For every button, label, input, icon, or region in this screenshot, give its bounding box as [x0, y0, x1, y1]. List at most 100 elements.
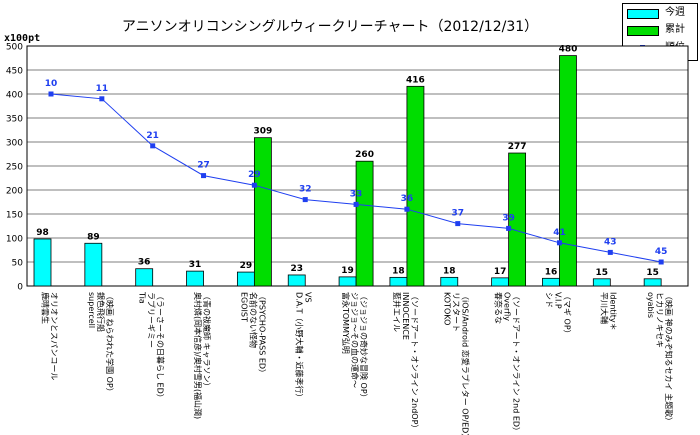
- x-category-label: oyabis ヒカリノキセキ （映画 神のみぞ知るセカイ 主題歌）: [646, 292, 674, 425]
- legend-swatch-this-week: [627, 9, 659, 19]
- y-tick-label: 250: [6, 163, 23, 173]
- x-category-label-line: （iOS/Android 恋愛ラブレター OP/ED）: [461, 292, 471, 435]
- x-category-label-line: （うーさーその日暮らし ED）: [156, 292, 166, 402]
- x-category-label-line: oyabis: [646, 292, 655, 318]
- bar-this-week-label: 89: [87, 232, 100, 242]
- x-category-label-line: （マギ OP）: [562, 292, 571, 338]
- x-category-label-line: 春奈るな: [494, 292, 504, 324]
- legend-swatch-cumulative: [627, 26, 659, 36]
- x-category-label-line: supercell: [87, 292, 96, 328]
- x-category-label-line: 富永TOMMY弘明: [341, 292, 351, 354]
- x-category-label-line: 銀色飛行船: [96, 292, 106, 332]
- bar-this-week: [440, 276, 459, 287]
- bar-this-week-label: 36: [138, 258, 151, 268]
- x-category-label-line: VS: [304, 292, 313, 303]
- legend-item-cumulative: 累計: [627, 23, 695, 37]
- bar-cumulative-label: 309: [253, 127, 272, 137]
- bar-this-week: [491, 277, 510, 287]
- y-tick-label: 300: [6, 139, 23, 149]
- legend-label-this-week: 今週: [665, 7, 685, 18]
- y-tick-label: 150: [6, 211, 23, 221]
- x-category-label-line: ラブリーギミー: [147, 292, 157, 348]
- y-axis-unit-label: x100pt: [4, 33, 41, 44]
- bar-cumulative-label: 480: [559, 45, 578, 55]
- x-category-label-line: D.A.T（小野大輔・近藤孝行）: [295, 292, 305, 401]
- rank-point: [506, 225, 512, 231]
- legend-label-cumulative: 累計: [665, 24, 685, 35]
- y-tick-label: 500: [6, 43, 23, 53]
- x-category-label-line: ヒカリノキセキ: [655, 292, 664, 348]
- bar-this-week: [135, 268, 154, 287]
- bar-this-week: [236, 271, 255, 287]
- x-category-label: KOTOKO リスタート （iOS/Android 恋愛ラブレター OP/ED）: [443, 292, 471, 435]
- x-category-label: EGOIST 名前のない怪物 （PSYCHO-PASS ED）: [239, 292, 266, 377]
- bar-cumulative-label: 277: [508, 142, 527, 152]
- chart-title: アニソンオリコンシングルウィークリーチャート（2012/12/31）: [121, 19, 539, 35]
- x-category-label-line: 鹿晴雲生: [40, 292, 50, 324]
- rank-point-label: 11: [96, 84, 109, 94]
- bar-this-week: [389, 276, 408, 287]
- bar-this-week-label: 23: [290, 264, 303, 274]
- rank-point: [99, 96, 105, 102]
- bar-this-week-label: 15: [646, 268, 659, 278]
- rank-point: [48, 91, 54, 97]
- rank-point: [150, 143, 156, 149]
- rank-point: [201, 173, 207, 179]
- rank-point: [302, 197, 308, 203]
- x-category-label-line: リスタート: [452, 292, 461, 332]
- bar-this-week: [643, 278, 662, 287]
- x-category-label-line: シド: [544, 292, 553, 308]
- bar-cumulative: [508, 152, 527, 287]
- x-category-label: supercell 銀色飛行船 （映画 ねらわれた学園 OP）: [87, 292, 115, 396]
- bar-this-week: [186, 270, 204, 287]
- rank-point: [353, 201, 359, 207]
- bar-this-week: [287, 274, 306, 287]
- x-category-label: 藍井エイル INNOCENCE （ソードアート・オンライン 2ndOP）: [392, 292, 419, 432]
- bar-this-week: [33, 238, 52, 287]
- bar-cumulative-label: 260: [355, 150, 374, 160]
- x-category-label-line: Identity＊: [609, 292, 618, 331]
- rank-point: [658, 259, 664, 265]
- x-category-label: D.A.T（小野大輔・近藤孝行） VS: [295, 292, 313, 401]
- x-category-label-line: ジョジョ～その血の運命～: [350, 292, 360, 388]
- rank-point-label: 10: [45, 79, 58, 89]
- x-category-label: シド V.I.P （マギ OP）: [544, 292, 571, 338]
- rank-point-label: 27: [197, 161, 210, 171]
- bar-this-week-label: 18: [443, 266, 456, 276]
- x-category-label: 鹿晴雲生 オリオンとスパンコール: [40, 292, 58, 380]
- rank-point-label: 43: [604, 237, 617, 247]
- bar-this-week-label: 29: [240, 261, 253, 271]
- x-category-label-line: V.I.P: [553, 292, 562, 309]
- bar-this-week-label: 31: [189, 260, 202, 270]
- rank-point-label: 39: [502, 213, 515, 223]
- rank-point-label: 21: [146, 131, 159, 141]
- bar-this-week-label: 18: [392, 266, 405, 276]
- bar-this-week: [84, 242, 103, 287]
- bar-cumulative: [559, 55, 577, 287]
- rank-point: [404, 206, 410, 212]
- x-category-label-line: EGOIST: [239, 292, 248, 322]
- x-category-label-line: （青の祓魔師 キャラソン）: [202, 292, 212, 391]
- y-tick-label: 400: [6, 91, 23, 101]
- bar-cumulative: [355, 160, 374, 287]
- x-category-label: Tia ラブリーギミー （うーさーその日暮らし ED）: [138, 291, 166, 402]
- bar-this-week-label: 17: [494, 267, 507, 277]
- x-category-label-line: （PSYCHO-PASS ED）: [257, 292, 266, 377]
- rank-point-label: 36: [401, 194, 414, 204]
- bar-this-week-label: 16: [545, 267, 558, 277]
- bar-this-week-label: 19: [341, 266, 354, 276]
- x-category-label-line: 平川大輔: [600, 292, 610, 324]
- legend-item-this-week: 今週: [627, 6, 695, 20]
- x-category-label-line: （映画 ねらわれた学園 OP）: [105, 292, 115, 396]
- y-tick-label: 200: [6, 187, 23, 197]
- x-category-label-line: KOTOKO: [443, 292, 452, 325]
- x-category-label: 富永TOMMY弘明 ジョジョ～その血の運命～ （ジョジョの奇妙な冒険 OP）: [341, 292, 369, 402]
- x-category-label-line: （ソードアート・オンライン 2ndOP）: [410, 292, 419, 432]
- y-tick-label: 450: [6, 67, 23, 77]
- bar-this-week-label: 98: [36, 228, 49, 238]
- rank-point-label: 32: [299, 185, 312, 195]
- x-category-label-line: オリオンとスパンコール: [49, 292, 58, 380]
- x-category-label-line: Tia: [138, 291, 147, 304]
- y-tick-label: 100: [6, 235, 23, 245]
